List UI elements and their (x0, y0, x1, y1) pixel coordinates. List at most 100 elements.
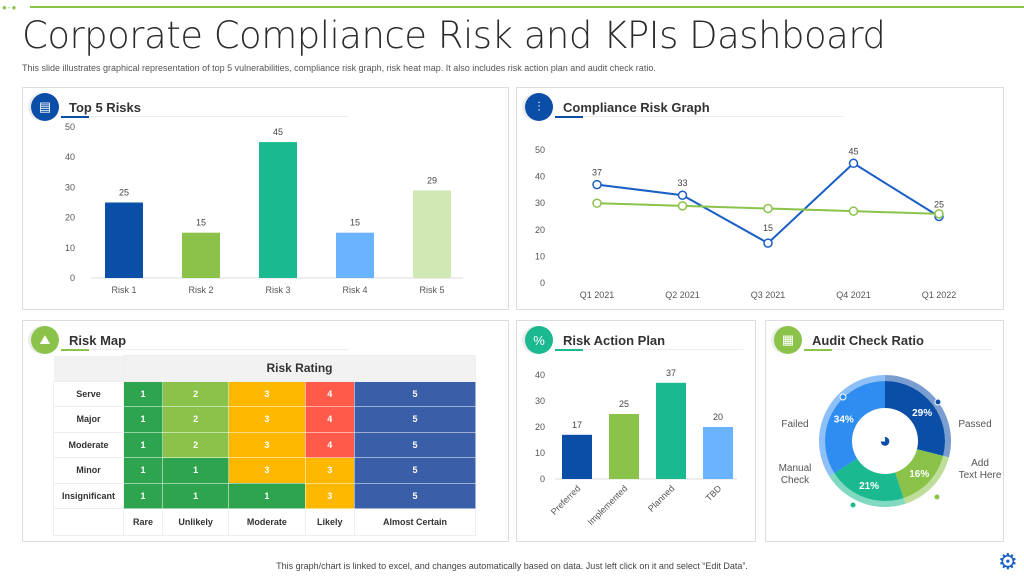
donut-slice (825, 381, 885, 474)
x-tick-label: TBD (704, 483, 724, 503)
risk-cell: 2 (162, 431, 230, 458)
x-tick-label: Preferred (549, 483, 583, 517)
top5-risks-panel: ▤ Top 5 Risks 0 10 20 30 40 50 25 Risk 1 15 Risk 2… (22, 87, 509, 310)
bar (182, 232, 220, 278)
column-label: Almost Certain (353, 508, 477, 536)
y-tick-label: 0 (70, 273, 75, 283)
audit-panel: ▦ Audit Check Ratio 29% 16% 21% 34% ◕ Failed Pa… (765, 320, 1004, 542)
legend-label-manual: Check (781, 475, 810, 486)
footer-note: This graph/chart is linked to excel, and… (276, 561, 748, 571)
top-divider (30, 6, 1024, 8)
compliance-graph-panel: ⫶ Compliance Risk Graph 0 10 20 30 40 50 Q1 202… (516, 87, 1004, 310)
panel-title: Risk Action Plan (563, 332, 666, 348)
pie-hand-icon: ◕ (879, 430, 891, 452)
risk-cell: 3 (304, 457, 355, 484)
y-tick-label: 20 (535, 225, 545, 235)
data-point (763, 203, 773, 214)
compliance-risk-chart[interactable]: 0 10 20 30 40 50 Q1 2021 Q2 2021 Q3 2021 Q4 2021 Q… (517, 88, 1005, 311)
slice-rim (829, 473, 906, 507)
y-tick-label: 0 (540, 474, 545, 484)
connector-dot (933, 493, 941, 501)
panel-title: Audit Check Ratio (812, 332, 924, 348)
row-label: Moderate (53, 431, 124, 458)
data-label: 15 (196, 218, 206, 228)
data-label: 25 (619, 399, 629, 409)
panel-title: Risk Map (69, 332, 127, 348)
risk-cell: 1 (122, 380, 164, 407)
top5-risks-chart[interactable]: 0 10 20 30 40 50 25 Risk 1 15 Risk 2 45 Risk 3 15 Ris… (23, 88, 510, 311)
legend-label-manual: Manual (779, 463, 812, 474)
y-tick-label: 20 (65, 213, 75, 223)
y-tick-label: 10 (65, 243, 75, 253)
data-label: 25 (119, 188, 129, 198)
data-point (592, 198, 602, 208)
clipboard-icon: ▦ (774, 326, 802, 354)
bar (609, 414, 639, 479)
column-label: Likely (304, 508, 355, 536)
gear-icon[interactable]: ⚙ (998, 549, 1018, 574)
risk-cell: 1 (228, 482, 306, 509)
data-label: 17 (572, 420, 582, 430)
risk-cell: 3 (228, 380, 306, 407)
risk-cell: 3 (228, 406, 306, 433)
bar (336, 232, 374, 278)
bar (656, 382, 686, 479)
slice-label: 29% (912, 408, 932, 419)
risk-cell: 1 (122, 482, 164, 509)
risk-rating-header: Risk Rating (123, 355, 476, 382)
data-point (677, 190, 688, 200)
risk-cell: 2 (162, 380, 230, 407)
risk-action-chart[interactable]: 0 10 20 30 40 17 Preferred 25 Implemented 37 Plann… (517, 321, 757, 543)
risk-cell: 2 (162, 406, 230, 433)
slice-label: 21% (859, 481, 879, 492)
slice-rim (903, 455, 949, 504)
column-label: Unlikely (162, 508, 230, 536)
bar (413, 190, 451, 278)
column-label: Moderate (228, 508, 306, 536)
risk-action-panel: % Risk Action Plan 0 10 20 30 40 17 Preferred 25… (516, 320, 756, 542)
x-tick-label: Risk 1 (111, 285, 136, 295)
data-label: 37 (666, 368, 676, 378)
decor-dots: ●-● (2, 3, 18, 12)
data-label: 33 (677, 178, 687, 188)
y-tick-label: 20 (535, 422, 545, 432)
donut-slice (895, 449, 944, 499)
table-row: Insignificant 1 1 1 3 5 (53, 482, 477, 509)
risk-map-panel: ⛰ Risk Map Risk Rating Serve 1 2 3 4 5 Major 1 2 3 4… (22, 320, 509, 542)
row-label: Minor (53, 457, 124, 484)
connector-dot (849, 501, 857, 509)
row-label: Major (53, 406, 124, 433)
legend-label-add: Text Here (959, 470, 1002, 481)
risk-map-table: Risk Rating Serve 1 2 3 4 5 Major 1 2 3 4 5 Moderate 1… (53, 355, 477, 536)
slice-rim (819, 375, 885, 477)
data-label: 20 (713, 412, 723, 422)
corner-cell (53, 355, 124, 381)
slice-label: 16% (909, 469, 929, 480)
y-tick-label: 0 (540, 278, 545, 288)
x-tick-label: Planned (646, 483, 676, 513)
connector-dot (839, 393, 847, 401)
risk-cell: 5 (353, 482, 477, 509)
y-tick-label: 40 (535, 370, 545, 380)
x-tick-label: Q1 2022 (922, 290, 957, 300)
risk-cell: 3 (228, 457, 306, 484)
legend-label-add: Add (971, 458, 989, 469)
y-tick-label: 40 (65, 152, 75, 162)
panel-title: Top 5 Risks (69, 99, 142, 115)
table-row: Minor 1 1 3 3 5 (53, 457, 477, 484)
data-point (592, 179, 602, 190)
risk-cell: 3 (228, 431, 306, 458)
row-label: Serve (53, 380, 124, 407)
risk-cell: 1 (162, 457, 230, 484)
risk-cell: 4 (304, 431, 355, 458)
data-label: 45 (273, 127, 283, 137)
risk-cell: 1 (122, 431, 164, 458)
column-label: Rare (122, 508, 164, 536)
x-tick-label: Risk 3 (265, 285, 290, 295)
page-title: Corporate Compliance Risk and KPIs Dashb… (22, 14, 886, 57)
x-tick-label: Risk 2 (188, 285, 213, 295)
donut-slice (834, 458, 904, 501)
data-label: 25 (934, 200, 944, 210)
data-point (848, 158, 859, 169)
